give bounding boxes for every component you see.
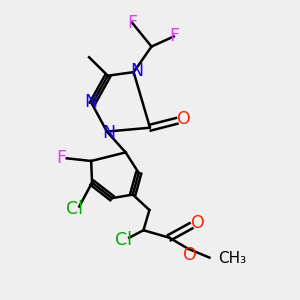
Text: O: O bbox=[183, 246, 196, 264]
Text: CH₃: CH₃ bbox=[218, 251, 246, 266]
Text: N: N bbox=[102, 124, 115, 142]
Text: N: N bbox=[84, 93, 97, 111]
Text: F: F bbox=[56, 149, 66, 167]
Text: N: N bbox=[130, 61, 143, 80]
Text: O: O bbox=[191, 214, 204, 232]
Text: Cl: Cl bbox=[115, 231, 132, 249]
Text: F: F bbox=[169, 28, 179, 46]
Text: O: O bbox=[177, 110, 191, 128]
Text: Cl: Cl bbox=[66, 200, 83, 218]
Text: F: F bbox=[127, 14, 137, 32]
